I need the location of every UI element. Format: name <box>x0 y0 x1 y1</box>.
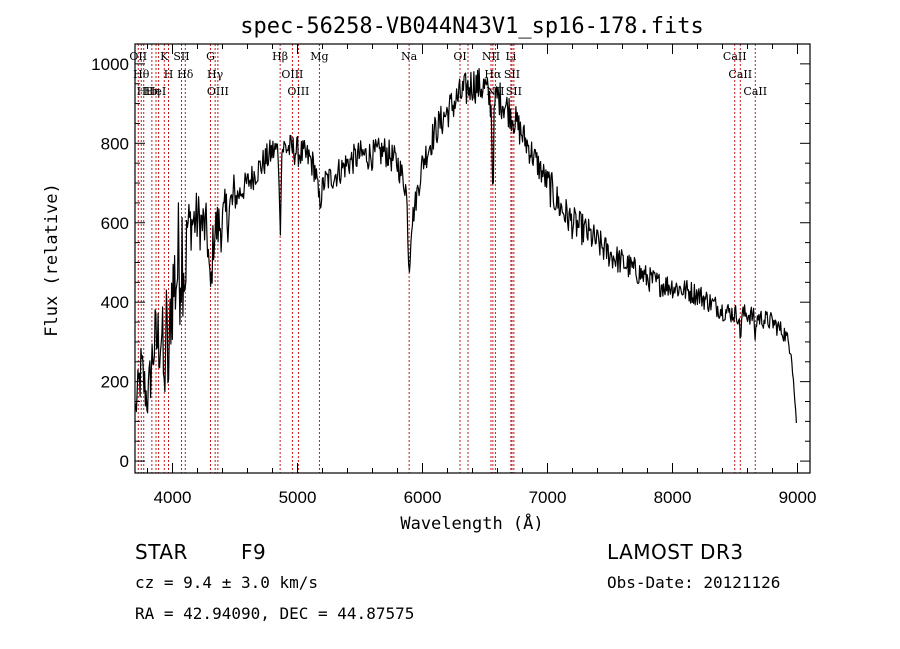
feature-label: OIII <box>287 85 309 98</box>
feature-label: CaII <box>728 68 752 81</box>
feature-label: Li <box>505 50 516 63</box>
feature-label: OIII <box>281 68 303 81</box>
object-class: STAR <box>135 540 188 564</box>
y-tick-label: 400 <box>101 293 129 312</box>
x-tick-label: 7000 <box>529 488 567 507</box>
feature-label: SII <box>173 50 189 63</box>
y-tick-label: 600 <box>101 214 129 233</box>
observation-date: Obs-Date: 20121126 <box>607 573 781 592</box>
feature-label: Hι <box>137 85 151 98</box>
survey-name: LAMOST DR3 <box>607 540 744 564</box>
feature-label: Hδ <box>177 68 194 81</box>
y-tick-label: 200 <box>101 373 129 392</box>
x-tick-label: 9000 <box>779 488 817 507</box>
feature-label: Na <box>401 50 418 63</box>
x-axis-ticks: 4000 5000 6000 7000 8000 9000 <box>147 44 817 507</box>
feature-label: CaII <box>743 85 767 98</box>
x-tick-label: 4000 <box>154 488 192 507</box>
feature-label: SII <box>506 85 522 98</box>
y-axis-ticks: 0 200 400 600 800 1000 <box>91 55 810 471</box>
x-tick-label: 5000 <box>279 488 317 507</box>
spectrum-line <box>135 68 797 424</box>
x-tick-label: 6000 <box>404 488 442 507</box>
y-axis-label: Flux (relative) <box>42 183 62 337</box>
feature-label: OIII <box>207 85 229 98</box>
feature-label: Hβ <box>272 50 288 63</box>
redshift-readout: cz = 9.4 ± 3.0 km/s <box>135 573 319 592</box>
feature-label: NII <box>482 50 500 63</box>
y-tick-label: 800 <box>101 134 129 153</box>
chart-title: spec-56258-VB044N43V1_sp16-178.fits <box>240 14 704 39</box>
feature-label: K <box>160 50 169 63</box>
feature-label: Hθ <box>133 68 150 81</box>
coordinates-readout: RA = 42.94090, DEC = 44.87575 <box>135 604 415 623</box>
feature-label: Mg <box>310 50 328 63</box>
feature-lines <box>137 44 756 473</box>
plot-frame <box>134 43 811 474</box>
feature-label: Hγ <box>207 68 224 81</box>
feature-label: H <box>164 68 174 81</box>
feature-label: Hα <box>484 68 502 81</box>
feature-label: CaII <box>723 50 747 63</box>
x-axis-label: Wavelength (Å) <box>400 512 543 534</box>
feature-label: HeI <box>146 85 166 98</box>
feature-label: G <box>206 50 215 63</box>
feature-label: SII <box>504 68 520 81</box>
feature-label: OII <box>129 50 147 63</box>
y-tick-label: 0 <box>120 452 129 471</box>
x-tick-label: 8000 <box>654 488 692 507</box>
y-tick-label: 1000 <box>91 55 129 74</box>
feature-label: Hη <box>144 85 160 98</box>
feature-label: OI <box>453 50 466 63</box>
spectral-subclass: F9 <box>241 540 267 564</box>
